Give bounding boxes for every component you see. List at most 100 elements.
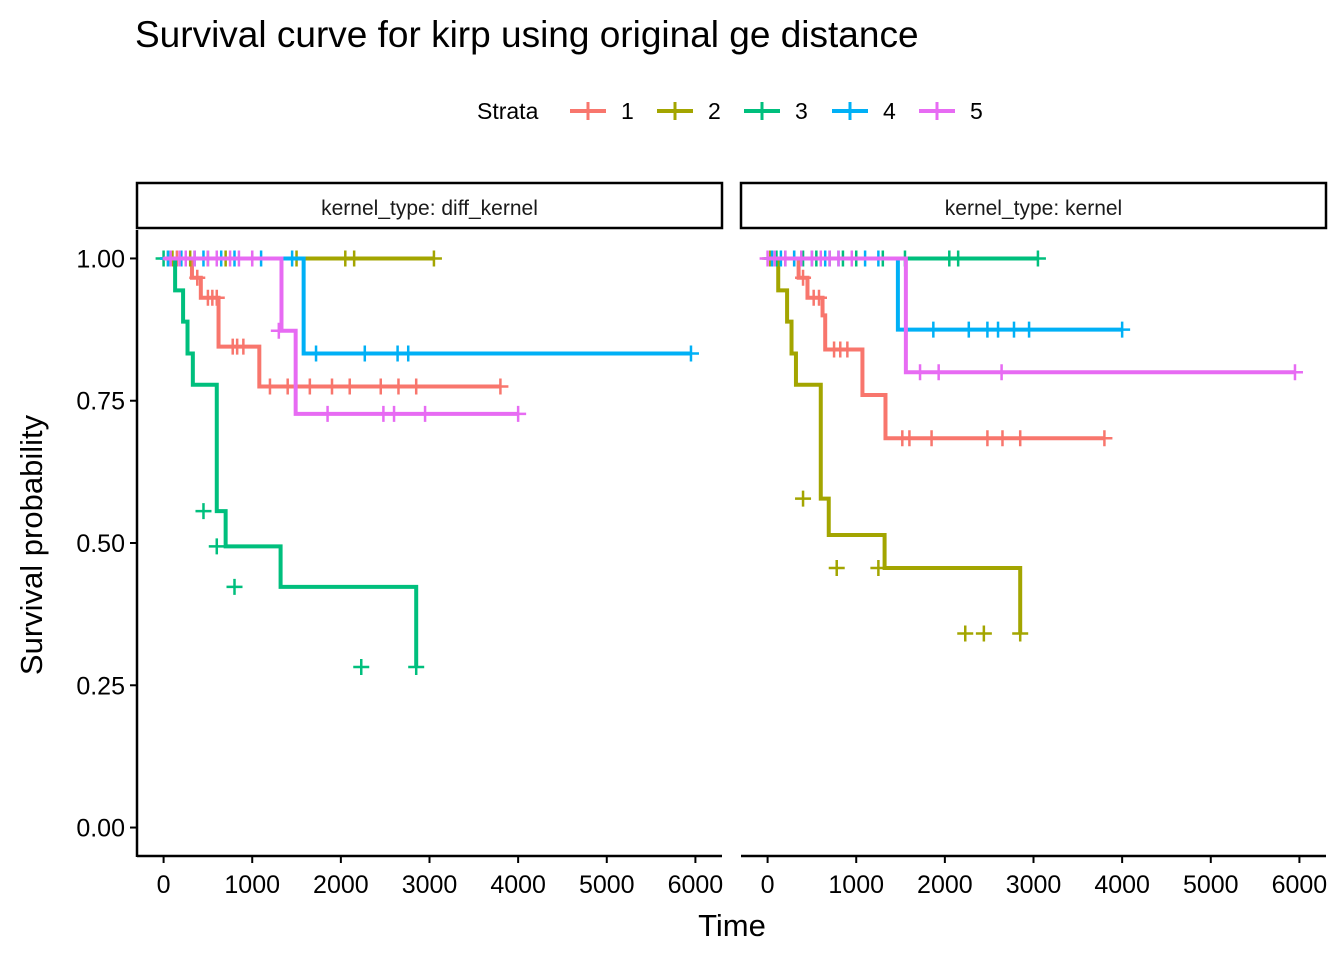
x-tick-label-2-6000: 6000	[1272, 871, 1328, 899]
censor-mark-2-3-11	[1029, 250, 1046, 267]
censor-mark-2-2-5	[975, 625, 992, 642]
y-axis-label: Survival probability	[14, 414, 49, 675]
panel-1: kernel_type: diff_kernel 0 1000 2000 3000 400…	[76, 181, 724, 899]
y-tick-label-1.00: 1.00	[76, 245, 125, 273]
censor-mark-2-4-11	[990, 321, 1007, 338]
censor-mark-2-1-9	[923, 430, 940, 447]
censor-mark-1-1-17	[390, 378, 407, 395]
censor-mark-2-4-8	[925, 321, 942, 338]
censor-mark-1-3-5	[353, 659, 370, 676]
censor-mark-2-4-13	[1021, 321, 1038, 338]
x-tick-label-1-4000: 4000	[490, 871, 546, 899]
censor-mark-1-5-13	[417, 405, 434, 422]
legend-label-2: 2	[708, 98, 721, 124]
censor-mark-1-1-19	[492, 378, 509, 395]
censor-mark-2-2-2	[828, 560, 845, 577]
censor-mark-1-5-9	[270, 322, 287, 339]
censor-mark-2-5-10	[930, 364, 947, 381]
censor-mark-1-1-18	[408, 378, 425, 395]
censor-mark-2-1-8	[901, 430, 918, 447]
panel-strip-1	[135, 181, 724, 230]
legend-label-1: 1	[621, 98, 634, 124]
censor-mark-2-4-12	[1006, 321, 1022, 338]
chart-title: Survival curve for kirp using original g…	[135, 14, 919, 55]
censor-mark-2-4-9	[960, 321, 977, 338]
x-tick-label-2-5000: 5000	[1183, 871, 1239, 899]
x-tick-label-2-3000: 3000	[1006, 871, 1062, 899]
legend-label-3: 3	[795, 98, 808, 124]
censor-mark-2-1-13	[1096, 430, 1113, 447]
censor-mark-2-1-1	[795, 269, 812, 286]
censor-mark-2-1-3	[811, 289, 827, 306]
censor-mark-2-1-12	[1012, 430, 1029, 447]
x-tick-label-1-2000: 2000	[313, 871, 369, 899]
censor-mark-1-4-9	[356, 345, 373, 362]
legend-label-4: 4	[883, 98, 896, 124]
censor-mark-1-2-7	[346, 250, 363, 267]
censor-mark-2-1-10	[979, 430, 996, 447]
x-tick-label-2-2000: 2000	[917, 871, 973, 899]
censor-mark-1-1-15	[341, 378, 358, 395]
y-tick-label-0.50: 0.50	[76, 530, 125, 558]
censor-mark-2-2-6	[1012, 625, 1029, 642]
censor-mark-2-5-8	[843, 250, 860, 267]
censor-mark-2-5-11	[993, 364, 1010, 381]
censor-mark-1-5-12	[386, 405, 403, 422]
x-tick-label-2-1000: 1000	[828, 871, 884, 899]
censor-mark-2-2-3	[870, 560, 887, 577]
x-tick-label-2-0: 0	[761, 871, 775, 899]
censor-mark-1-4-7	[284, 250, 301, 267]
censor-mark-2-5-9	[912, 364, 929, 381]
censor-mark-1-1-14	[324, 378, 340, 395]
censor-mark-2-5-12	[1286, 364, 1303, 381]
censor-mark-2-2-4	[957, 625, 974, 642]
censor-mark-1-1-10	[235, 338, 252, 355]
censor-mark-1-1-4	[189, 269, 206, 286]
legend-keys: 1 2 3 4 5	[570, 98, 983, 124]
x-tick-label-1-3000: 3000	[402, 871, 458, 899]
series-line-1-3	[163, 256, 419, 668]
x-tick-label-2-4000: 4000	[1094, 871, 1150, 899]
censor-mark-1-5-8	[244, 250, 261, 267]
censor-mark-1-5-14	[510, 405, 527, 422]
panel-strip-label-2: kernel_type: kernel	[945, 197, 1122, 220]
censor-mark-2-3-10	[950, 250, 967, 267]
censor-mark-1-1-13	[301, 378, 318, 395]
censor-mark-1-1-11	[261, 378, 278, 395]
censor-mark-1-4-11	[400, 345, 417, 362]
legend-label-5: 5	[970, 98, 983, 124]
legend: Strata 1 2 3 4 5	[477, 98, 983, 124]
censor-mark-1-1-7	[208, 289, 225, 306]
x-tick-label-1-0: 0	[157, 871, 171, 899]
censor-mark-1-2-8	[425, 250, 442, 267]
x-tick-label-1-1000: 1000	[224, 871, 280, 899]
y-tick-label-0.75: 0.75	[76, 388, 125, 416]
censor-mark-2-1-6	[839, 341, 856, 358]
x-tick-label-1-6000: 6000	[668, 871, 724, 899]
censor-mark-2-5-2	[777, 250, 794, 267]
y-tick-label-0.25: 0.25	[76, 672, 125, 700]
censor-mark-1-1-16	[372, 378, 389, 395]
censor-mark-2-2-1	[795, 490, 812, 507]
series-line-2-2	[767, 256, 1023, 634]
x-tick-label-1-5000: 5000	[579, 871, 635, 899]
censor-mark-1-3-4	[226, 578, 243, 595]
censor-mark-1-4-8	[308, 345, 325, 362]
censor-mark-1-3-6	[408, 659, 425, 676]
panel-strip-label-1: kernel_type: diff_kernel	[321, 197, 538, 220]
panels: kernel_type: diff_kernel 0 1000 2000 3000 400…	[76, 181, 1328, 899]
censor-mark-1-4-12	[682, 345, 699, 362]
censor-mark-2-1-11	[994, 430, 1011, 447]
x-axis-label: Time	[698, 908, 766, 943]
y-tick-label-0.00: 0.00	[76, 815, 125, 843]
panel-2: kernel_type: kernel 0 1000 2000 3000 4000 5000…	[739, 181, 1328, 899]
censor-mark-1-3-2	[195, 503, 212, 520]
censor-mark-1-1-12	[279, 378, 296, 395]
panel-strip-2	[739, 181, 1328, 230]
censor-mark-1-5-10	[319, 405, 336, 422]
censor-mark-1-3-3	[208, 538, 225, 555]
censor-mark-2-4-14	[1114, 321, 1131, 338]
legend-title: Strata	[477, 98, 539, 124]
